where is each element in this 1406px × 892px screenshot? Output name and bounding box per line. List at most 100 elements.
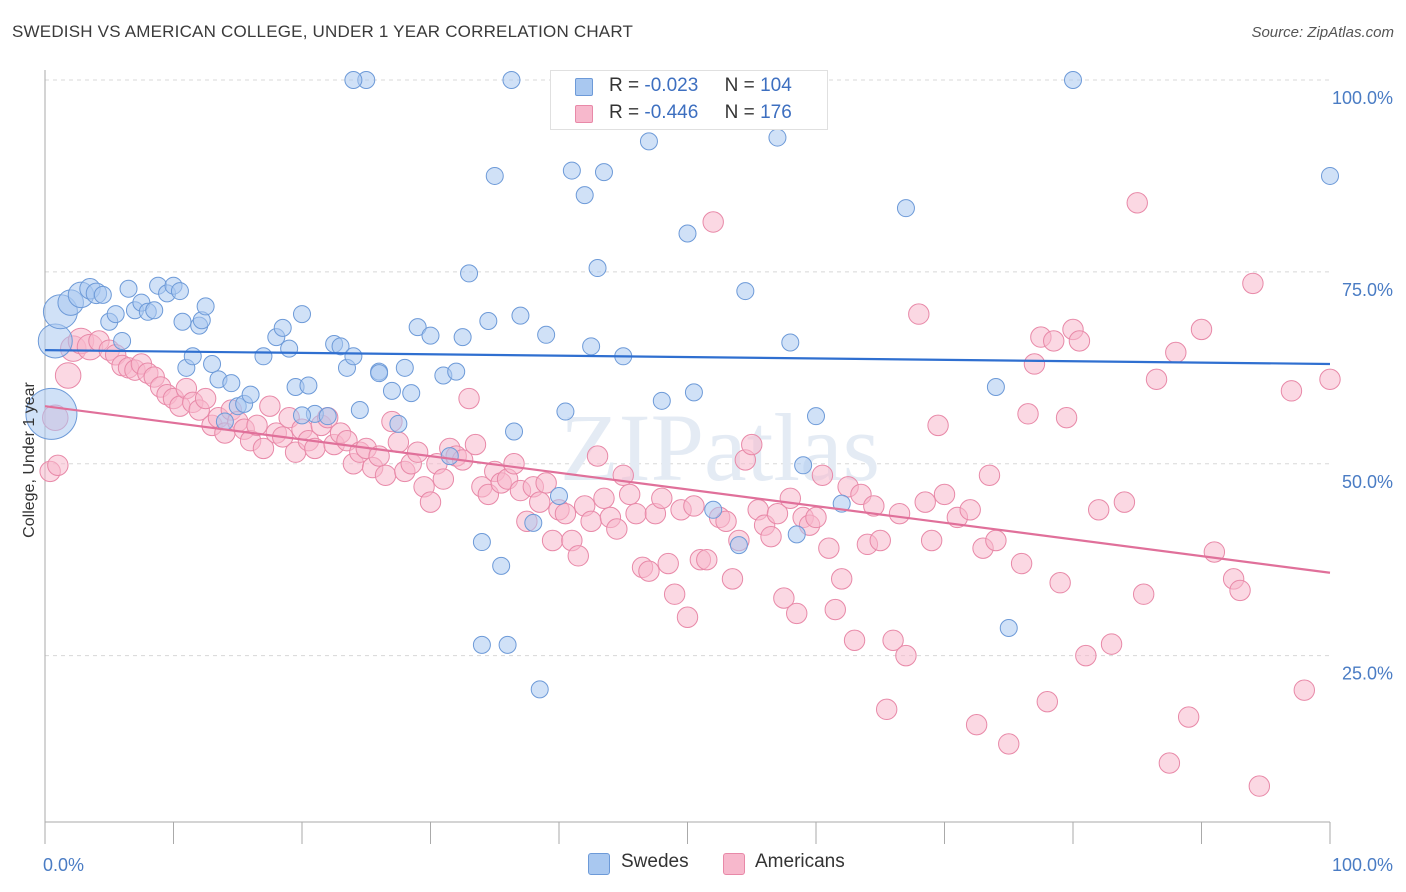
swedes-point — [537, 325, 556, 344]
americans-point — [252, 437, 275, 460]
americans-point — [606, 518, 628, 540]
swedes-point — [408, 318, 427, 337]
americans-point — [824, 598, 846, 621]
americans-point — [786, 602, 808, 625]
legend-n-label: N = — [724, 102, 755, 123]
swedes-point — [768, 128, 787, 147]
swedes-point — [588, 259, 607, 278]
swedes-point — [781, 333, 800, 352]
americans-point — [464, 433, 487, 456]
americans-point — [805, 506, 827, 529]
americans-point — [741, 433, 763, 456]
americans-point — [920, 529, 943, 552]
americans-point — [1158, 752, 1181, 774]
americans-point — [567, 545, 589, 567]
y-tick-label: 25.0% — [1342, 664, 1393, 684]
swedes-point — [729, 536, 748, 555]
americans-point — [387, 431, 410, 453]
swedes-point — [183, 347, 202, 366]
americans-point — [831, 568, 853, 590]
swedes-point — [145, 301, 164, 320]
americans-point — [959, 499, 981, 521]
swedes-point — [575, 186, 594, 205]
swedes-point — [472, 635, 491, 654]
swedes-point — [421, 326, 440, 345]
americans-point — [1280, 380, 1303, 402]
americans-point — [696, 548, 718, 571]
swedes-point — [395, 358, 414, 377]
americans-point — [638, 560, 660, 582]
swedes-point — [453, 328, 472, 347]
y-tick-label: 50.0% — [1342, 472, 1393, 492]
americans-point — [914, 491, 936, 513]
americans-point — [869, 529, 891, 552]
americans-point — [1088, 499, 1110, 521]
swedes-point — [25, 387, 78, 440]
americans-trend-line — [44, 405, 1331, 574]
americans-point — [541, 529, 564, 552]
americans-point — [529, 491, 551, 513]
americans-point — [1068, 330, 1091, 352]
swedes-point — [492, 556, 511, 575]
americans-point — [1113, 491, 1136, 513]
swedes-point — [273, 318, 292, 337]
legend-r-label: R = — [609, 75, 640, 96]
americans-point — [811, 464, 834, 486]
americans-point — [1010, 552, 1033, 575]
swedes-point — [254, 347, 273, 366]
swedes-point — [1321, 166, 1339, 185]
swedes-point — [173, 312, 192, 331]
americans-point — [1075, 644, 1097, 667]
swedes-point — [639, 132, 658, 151]
americans-point — [760, 525, 782, 548]
legend-swatch-americans — [575, 105, 593, 123]
swedes-point — [807, 407, 825, 426]
americans-point — [779, 487, 801, 509]
swedes-point — [479, 311, 498, 330]
americans-point — [1319, 368, 1341, 391]
swedes-point — [344, 71, 363, 89]
americans-point — [1100, 633, 1123, 655]
y-tick-label: 75.0% — [1342, 280, 1393, 300]
americans-point — [374, 464, 397, 486]
americans-point — [419, 491, 442, 513]
correlation-legend: R = -0.023 N = 104 R = -0.446 N = 176 — [550, 70, 828, 130]
chart-title: SWEDISH VS AMERICAN COLLEGE, UNDER 1 YEA… — [12, 22, 634, 41]
americans-point — [676, 606, 699, 628]
americans-point — [1177, 706, 1200, 728]
swedes-point — [472, 533, 491, 552]
americans-point — [702, 211, 724, 233]
swedes-point — [485, 166, 504, 185]
legend-r-value: -0.446 — [644, 102, 699, 123]
swedes-point — [447, 362, 466, 381]
americans-point — [1023, 353, 1046, 375]
americans-point — [1190, 318, 1213, 341]
swedes-point — [344, 347, 363, 366]
americans-point — [766, 502, 789, 525]
swedes-point — [37, 323, 73, 359]
americans-point — [1049, 572, 1071, 594]
legend-r-value: -0.023 — [644, 75, 699, 96]
americans-point — [683, 495, 705, 517]
americans-point — [663, 583, 686, 605]
swedes-point — [440, 447, 459, 466]
americans-point — [194, 387, 217, 410]
americans-point — [535, 472, 557, 494]
swedes-point — [389, 414, 408, 433]
americans-point — [657, 552, 679, 575]
americans-point — [1126, 192, 1148, 214]
swedes-point — [293, 305, 311, 324]
bottom-legend-swatch-americans — [723, 853, 745, 875]
swedes-point — [1064, 71, 1082, 89]
watermark: ZIPatlas — [560, 394, 880, 501]
tick-labels: 100.0% 75.0% 50.0% 25.0% 0.0% 100.0% — [43, 88, 1393, 875]
americans-point — [985, 529, 1007, 552]
americans-point — [933, 483, 956, 506]
americans-point — [875, 698, 898, 721]
bottom-legend-swatch-swedes — [588, 853, 610, 875]
swedes-point — [203, 354, 222, 373]
swedes-point — [736, 282, 755, 301]
trend-lines — [44, 349, 1331, 574]
americans-point — [721, 568, 744, 590]
